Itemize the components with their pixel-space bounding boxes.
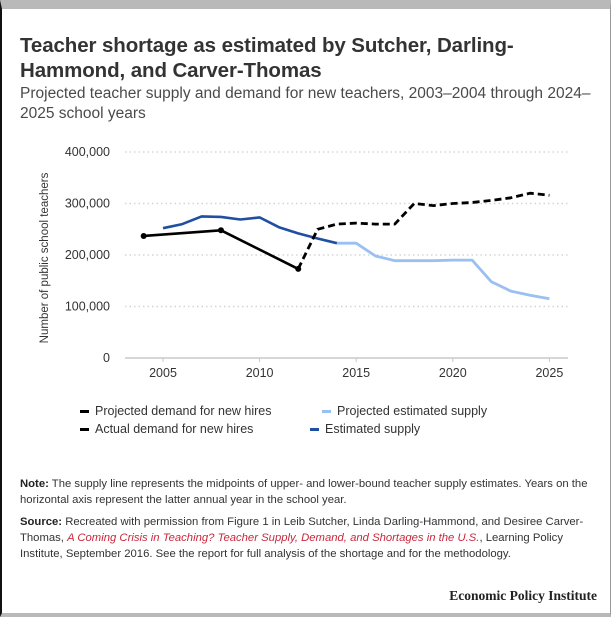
legend-label: Projected demand for new hires: [95, 404, 272, 418]
y-tick-label: 300,000: [65, 197, 110, 211]
legend-item-projected-demand: Projected demand for new hires: [80, 404, 271, 418]
y-axis-label: Number of public school teachers: [39, 172, 51, 343]
y-tick-label: 100,000: [65, 300, 110, 314]
x-tick-label: 2025: [535, 366, 563, 380]
legend-label: Projected estimated supply: [337, 404, 488, 418]
x-tick-label: 2015: [342, 366, 370, 380]
light-blue-line-swatch-icon: [322, 409, 331, 413]
x-tick-label: 2005: [149, 366, 177, 380]
legend-item-actual-demand: Actual demand for new hires: [80, 422, 253, 436]
chart-subtitle: Projected teacher supply and demand for …: [20, 85, 591, 122]
legend-label: Estimated supply: [325, 422, 421, 436]
y-tick-label: 200,000: [65, 248, 110, 262]
chart-source: Source: Recreated with permission from F…: [20, 514, 595, 562]
dashed-line-swatch-icon: [80, 409, 89, 413]
x-axis: 2005 2010 2015 2020 2025: [125, 357, 568, 380]
chart-title: Teacher shortage as estimated by Sutcher…: [20, 34, 514, 82]
y-tick-label: 0: [103, 351, 110, 365]
estimated-supply-line: [162, 215, 338, 245]
source-text-continued: , Learning Policy Institute, September 2…: [20, 532, 563, 560]
note-text: The supply line represents the midpoints…: [20, 478, 588, 506]
x-tick-label: 2020: [439, 366, 467, 380]
source-report-link[interactable]: A Coming Crisis in Teaching? Teacher Sup…: [67, 532, 480, 544]
data-series: [140, 191, 550, 301]
projected-demand-for-new-hires-line: [296, 191, 550, 270]
epi-logo: Economic Policy Institute: [449, 588, 597, 603]
black-line-swatch-icon: [80, 427, 89, 431]
x-tick-label: 2010: [246, 366, 274, 380]
legend-label: Actual demand for new hires: [95, 422, 254, 436]
gridlines: [125, 151, 568, 308]
data-point-marker: [217, 227, 224, 234]
data-point-marker: [295, 265, 302, 272]
legend-item-projected-supply: Projected estimated supply: [322, 404, 487, 418]
dark-blue-line-swatch-icon: [310, 427, 319, 431]
legend-item-estimated-supply: Estimated supply: [310, 422, 420, 436]
y-tick-label: 400,000: [65, 145, 110, 159]
y-axis-ticks: 0 100,000 200,000 300,000 400,000: [65, 145, 110, 365]
actual-demand-for-new-hires-line: [143, 229, 299, 271]
chart-note: Note: The supply line represents the mid…: [20, 476, 595, 508]
projected-estimated-supply-line: [336, 241, 550, 301]
data-point-marker: [140, 232, 147, 239]
source-label: Source:: [20, 516, 63, 528]
source-text: Recreated with permission from Figure 1 …: [20, 516, 584, 544]
note-label: Note:: [20, 478, 49, 490]
